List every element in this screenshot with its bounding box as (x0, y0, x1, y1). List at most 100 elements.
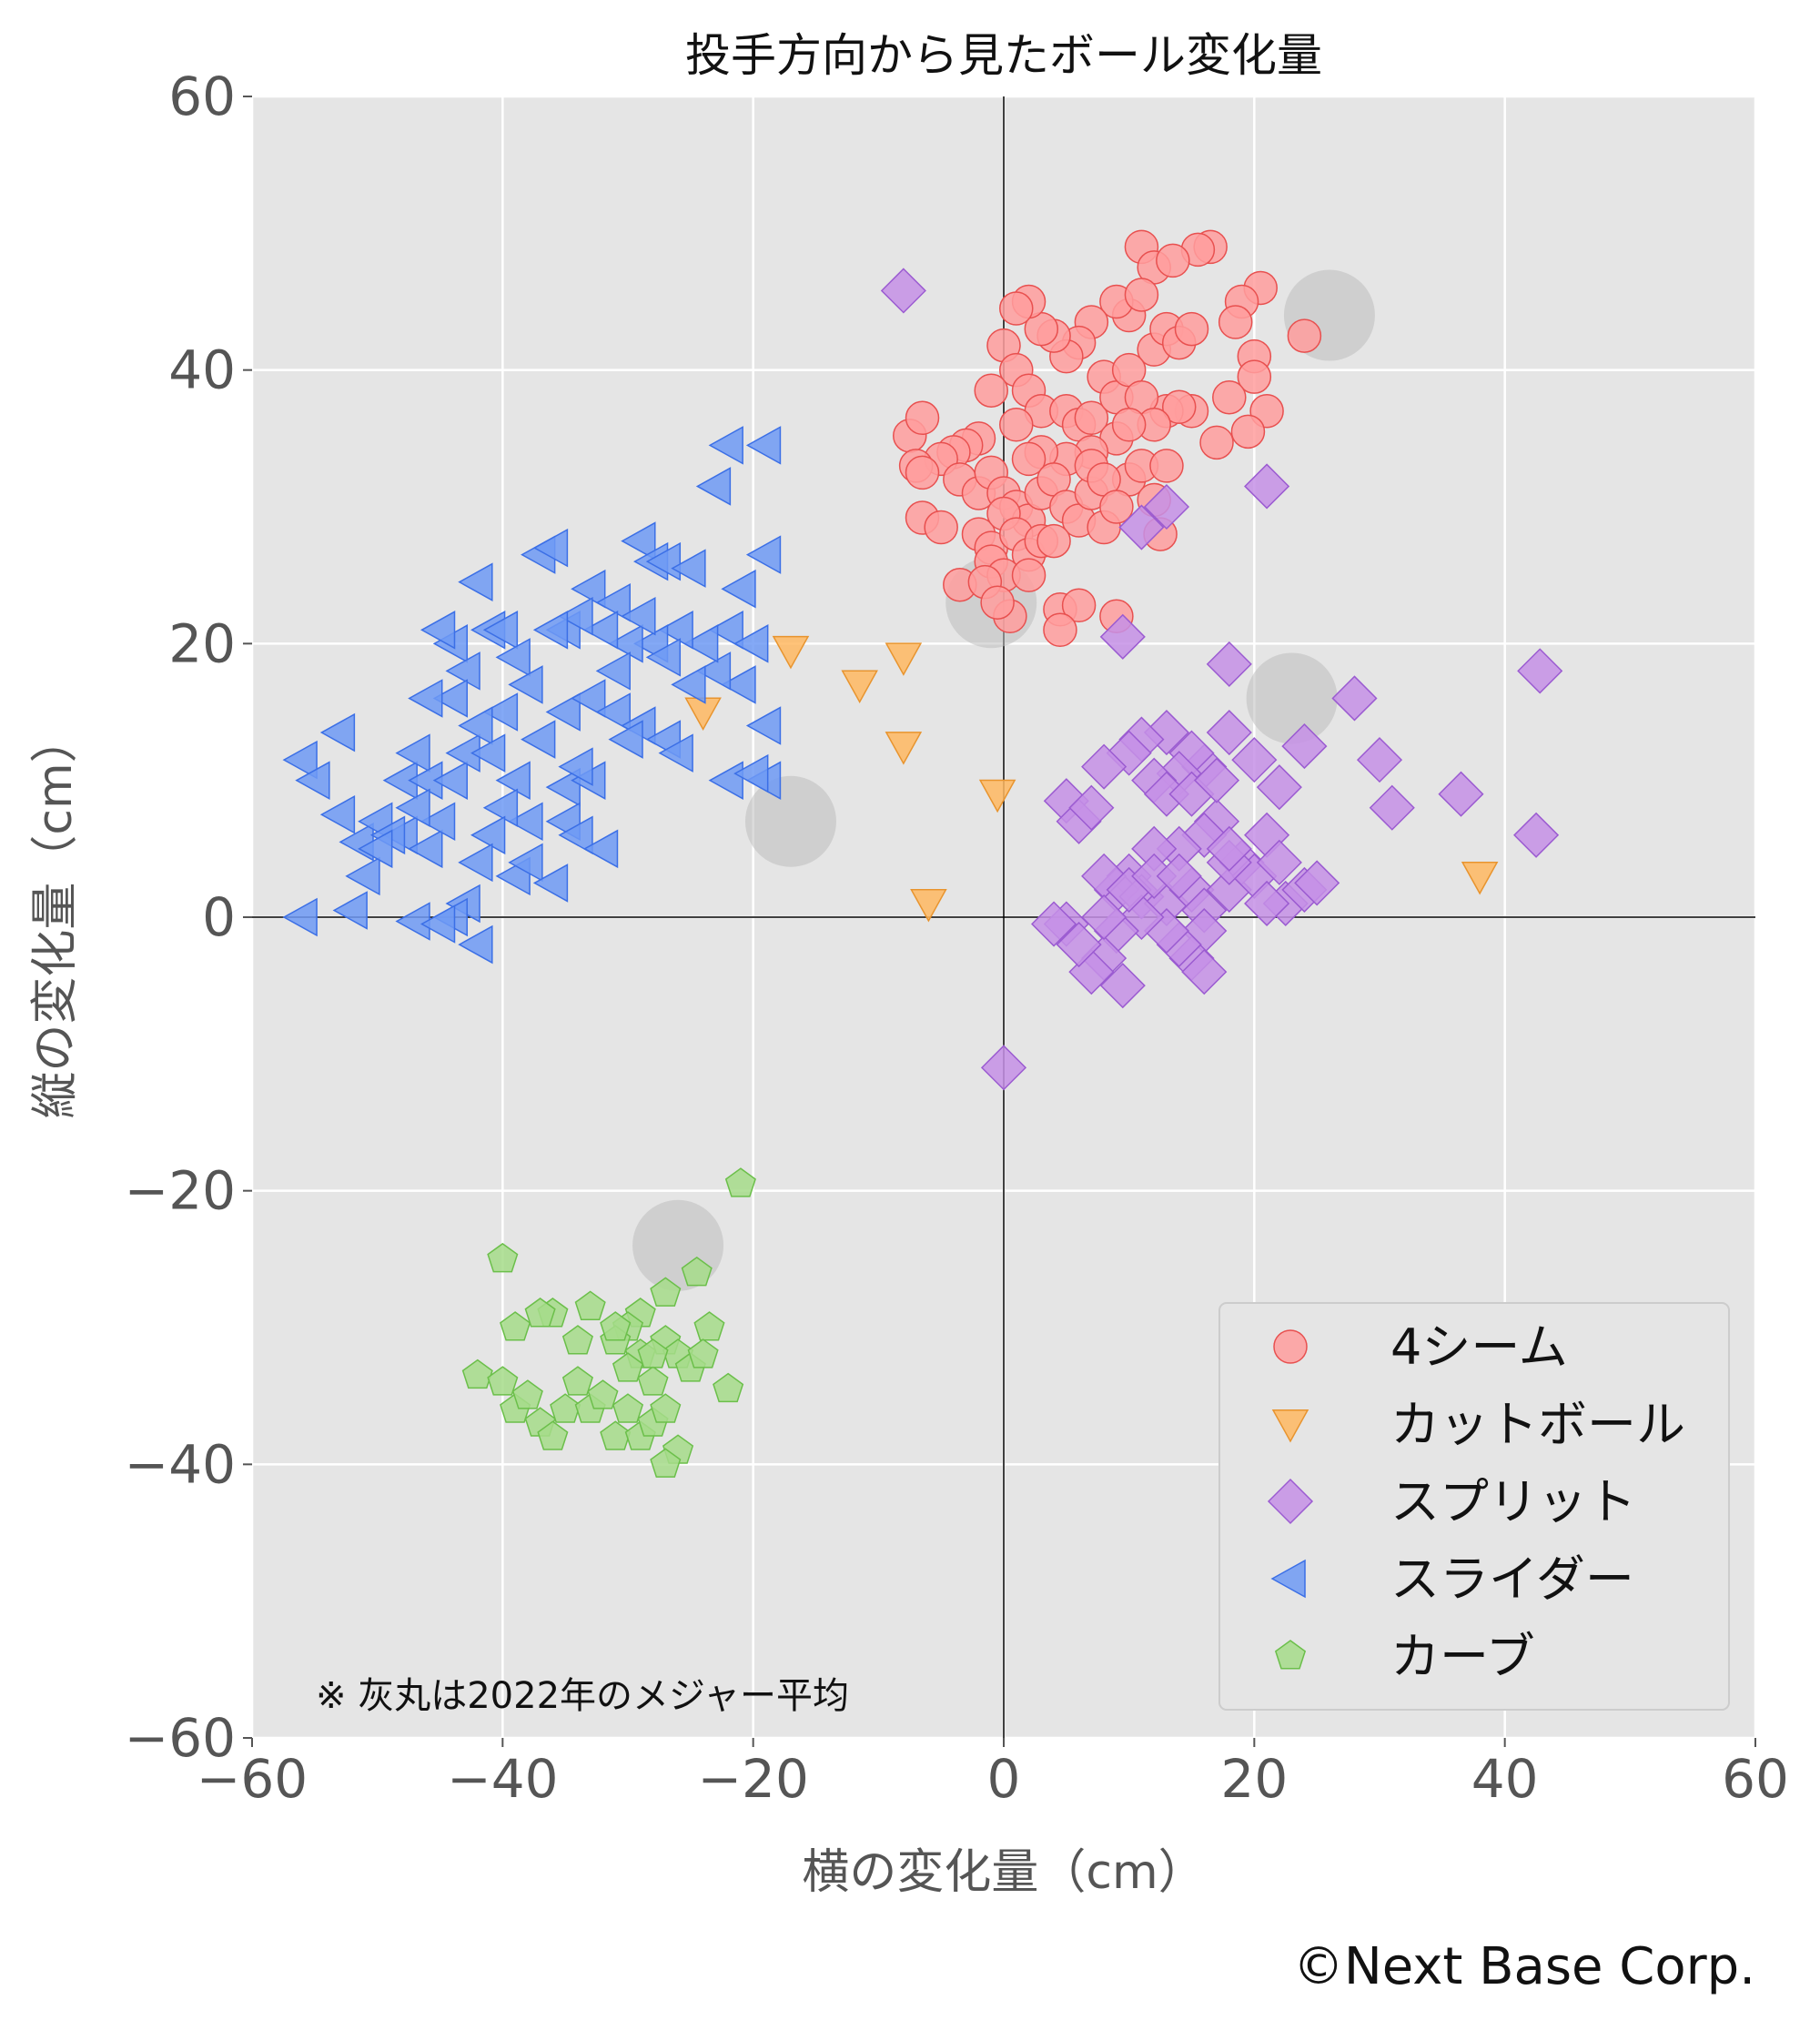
chart-title: 投手方向から見たボール変化量 (685, 29, 1322, 82)
data-point (745, 426, 782, 465)
legend-label: カーブ (1390, 1628, 1535, 1685)
data-point (445, 651, 480, 691)
legend-box (1218, 1302, 1730, 1711)
data-point (432, 761, 469, 800)
data-point (683, 624, 719, 663)
data-point (1237, 359, 1272, 394)
data-point (608, 624, 643, 663)
data-point (282, 897, 318, 937)
data-point (924, 510, 958, 545)
data-point (721, 569, 756, 609)
data-point (1036, 523, 1071, 559)
league-average-marker (744, 775, 836, 867)
legend-marker (1270, 1559, 1306, 1599)
league-average-marker (632, 1199, 724, 1291)
data-point (1461, 861, 1499, 895)
data-point (621, 521, 656, 561)
data-point (319, 794, 356, 834)
data-point (395, 733, 430, 773)
data-point (980, 1045, 1027, 1091)
data-point (999, 291, 1034, 326)
data-point (558, 596, 593, 636)
x-tick-label: 20 (1220, 1748, 1288, 1810)
series-0 (893, 229, 1322, 648)
data-point (1031, 901, 1077, 947)
data-point (695, 467, 732, 506)
data-point (645, 541, 682, 581)
data-point (1231, 737, 1278, 783)
data-point (600, 1311, 632, 1341)
data-point (612, 1393, 644, 1423)
data-point (495, 638, 531, 677)
copyright-credit: ©Next Base Corp. (1293, 1937, 1755, 1996)
data-point (841, 670, 878, 703)
data-point (1206, 709, 1252, 756)
data-point (582, 611, 619, 650)
data-point (1081, 743, 1127, 790)
y-tick-label: 60 (168, 66, 236, 127)
data-point (885, 732, 923, 765)
series-1 (684, 635, 1499, 923)
data-point (1331, 675, 1378, 722)
data-point (470, 733, 506, 773)
data-point (1074, 400, 1109, 436)
data-point (458, 562, 493, 601)
y-axis-label: 縦の変化量（cm） (28, 715, 83, 1118)
data-point (1011, 441, 1046, 477)
data-point (345, 856, 380, 896)
data-point (1256, 839, 1302, 885)
legend-marker (1274, 1640, 1307, 1670)
data-point (508, 843, 543, 883)
data-point (558, 747, 593, 786)
data-point (1230, 414, 1266, 449)
x-tick-label: −60 (197, 1748, 308, 1810)
data-point (1099, 613, 1146, 660)
ticks: −60 −40 −20 0 20 40 60 −60 −40 −20 0 20 40 60 (125, 66, 1789, 1810)
data-point (1174, 311, 1209, 347)
data-point (910, 889, 947, 923)
data-point (1099, 490, 1134, 524)
data-point (395, 788, 430, 828)
data-point (1287, 318, 1322, 353)
data-point (358, 829, 393, 869)
data-point (521, 720, 556, 759)
data-point (708, 611, 743, 650)
data-point (721, 665, 756, 704)
data-point (487, 1366, 519, 1396)
data-point (458, 706, 493, 745)
data-point (482, 611, 519, 650)
data-point (574, 1290, 606, 1320)
data-point (658, 611, 693, 650)
data-point (1061, 588, 1097, 622)
data-point (561, 1325, 593, 1355)
data-point (1244, 463, 1290, 510)
x-tick-label: −20 (697, 1748, 808, 1810)
legend-label: スライダー (1390, 1550, 1634, 1608)
data-points (282, 229, 1563, 1478)
data-point (621, 596, 656, 636)
data-point (420, 802, 456, 842)
data-point (1517, 648, 1563, 694)
legend-label: 4シーム (1390, 1318, 1568, 1376)
x-tick-label: −40 (447, 1748, 558, 1810)
data-point (1356, 737, 1403, 783)
data-point (558, 815, 593, 855)
data-point (571, 679, 606, 718)
data-point (693, 1311, 725, 1341)
data-point (1181, 949, 1228, 995)
data-point (408, 679, 443, 718)
data-point (1011, 558, 1046, 592)
legend-marker (1271, 1409, 1309, 1443)
x-tick-label: 0 (987, 1748, 1021, 1810)
data-point (1369, 784, 1415, 831)
data-point (511, 1379, 543, 1409)
y-tick-label: 20 (168, 612, 236, 674)
data-point (1143, 483, 1190, 530)
data-point (974, 373, 1008, 408)
series-4 (461, 1167, 756, 1478)
legend-label: スプリット (1390, 1473, 1636, 1530)
data-point (408, 829, 443, 869)
data-point (595, 582, 631, 622)
data-point (432, 679, 469, 718)
